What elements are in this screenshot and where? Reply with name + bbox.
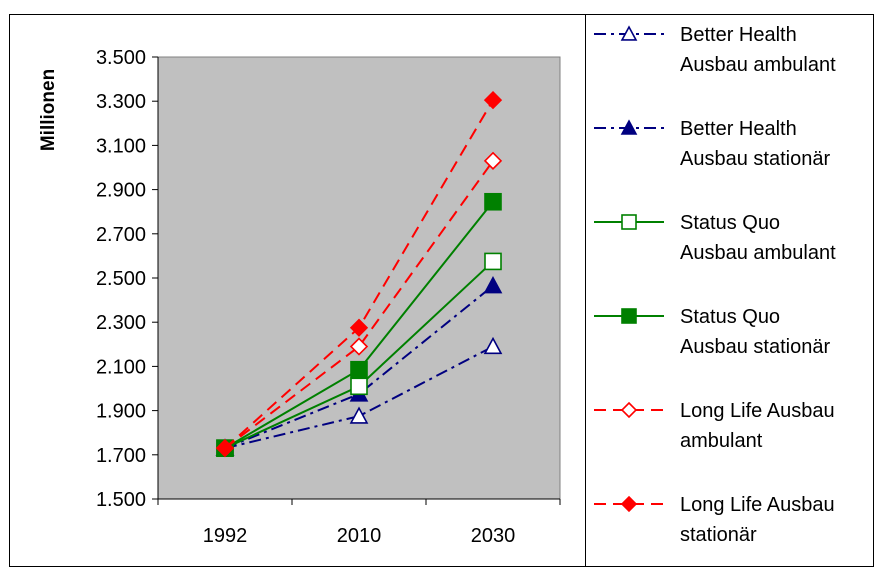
data-point (484, 192, 502, 211)
legend-marker (620, 25, 638, 41)
legend-marker (621, 308, 637, 324)
legend-item: Status Quo Ausbau ambulant (594, 212, 836, 264)
data-point (349, 337, 369, 356)
legend-label: ambulant (680, 430, 763, 452)
y-tick-label: 1.700 (96, 445, 146, 467)
y-tick-label: 3.500 (96, 47, 146, 69)
plot-area (157, 56, 561, 500)
legend-marker (620, 119, 638, 135)
legend-label: stationär (680, 524, 757, 546)
legend-item: Long Life Ausbau ambulant (594, 400, 835, 452)
y-tick-label: 3.100 (96, 135, 146, 157)
legend-item: Better Health Ausbau stationär (594, 118, 830, 170)
x-tick-label: 2030 (471, 525, 516, 547)
legend-marker (621, 214, 637, 230)
legend-label: Ausbau stationär (680, 148, 830, 170)
data-point (483, 151, 503, 171)
data-point (483, 90, 503, 110)
series-6 (215, 90, 503, 458)
data-point (349, 318, 369, 337)
legend-label: Better Health (680, 118, 797, 140)
legend-label: Status Quo (680, 212, 780, 234)
data-point (484, 252, 502, 271)
legend-label: Long Life Ausbau (680, 400, 835, 422)
data-point (349, 406, 369, 424)
x-tick-label: 2010 (337, 525, 382, 547)
legend-label: Ausbau ambulant (680, 242, 836, 264)
legend-label: Ausbau stationär (680, 336, 830, 358)
data-point (350, 360, 368, 379)
legend-label: Status Quo (680, 306, 780, 328)
legend-item: Long Life Ausbau stationär (594, 494, 835, 546)
data-point (483, 336, 503, 355)
x-axis-ticks: 1992 2010 2030 (157, 499, 561, 547)
y-tick-label: 2.100 (96, 356, 146, 378)
y-tick-label: 1.900 (96, 401, 146, 423)
y-axis-ticks: 1.500 1.700 1.900 2.100 2.300 2.500 2.700 2.900… (96, 47, 158, 511)
y-tick-label: 3.300 (96, 91, 146, 113)
data-point (350, 377, 368, 396)
y-tick-label: 2.700 (96, 224, 146, 246)
legend-marker (620, 401, 638, 419)
legend-marker (620, 495, 638, 513)
y-tick-label: 2.300 (96, 312, 146, 334)
data-point (215, 439, 235, 458)
x-tick-label: 1992 (203, 525, 248, 547)
data-point (483, 276, 503, 294)
y-tick-label: 2.900 (96, 180, 146, 202)
y-tick-label: 1.500 (96, 489, 146, 511)
y-axis-title: Millionen (38, 69, 59, 151)
series-group (215, 90, 503, 458)
legend-label: Long Life Ausbau (680, 494, 835, 516)
legend-item: Better Health Ausbau ambulant (594, 24, 836, 76)
legend-item: Status Quo Ausbau stationär (594, 306, 830, 358)
y-tick-label: 2.500 (96, 268, 146, 290)
legend-label: Ausbau ambulant (680, 54, 836, 76)
legend-label: Better Health (680, 24, 797, 46)
